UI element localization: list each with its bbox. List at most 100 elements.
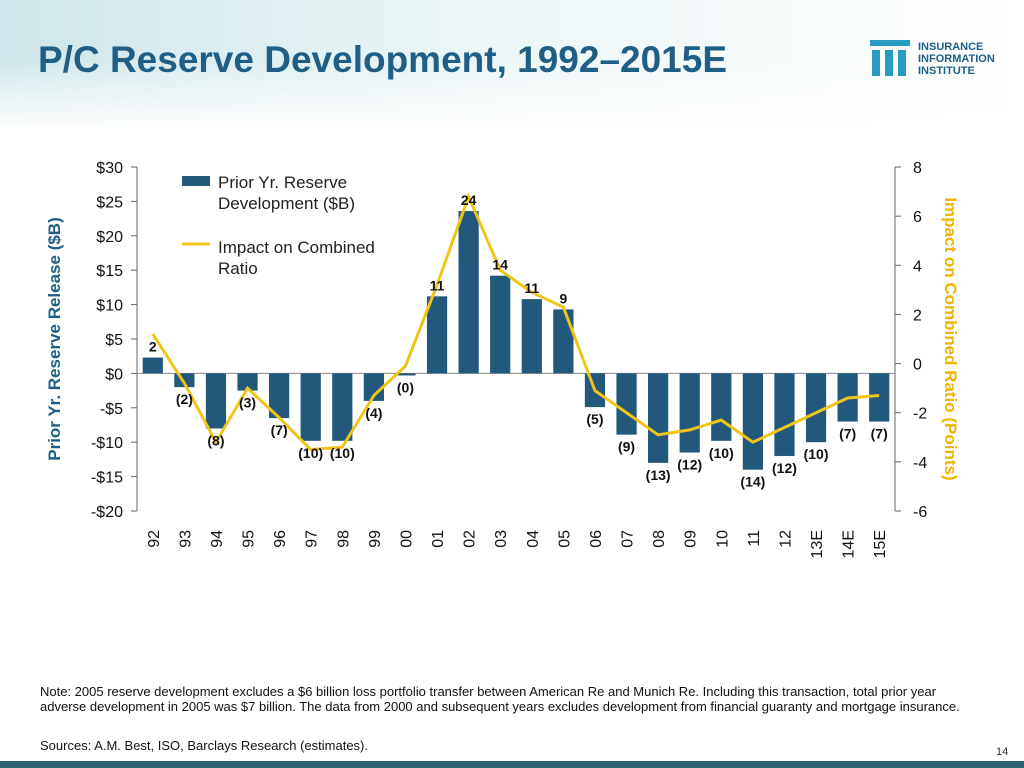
data-label: (3) (239, 395, 256, 411)
legend-label: Prior Yr. Reserve Development ($B) (218, 173, 356, 213)
data-label: (7) (271, 422, 288, 438)
y2-tick-label: -2 (913, 406, 927, 423)
bar (869, 373, 890, 422)
data-label: (2) (176, 391, 193, 407)
y-tick-label: -$20 (91, 504, 123, 521)
bar (426, 296, 448, 374)
y-tick-label: $5 (105, 332, 123, 349)
x-tick-label: 05 (556, 530, 573, 548)
data-label: (0) (397, 379, 414, 395)
bar (774, 373, 795, 456)
data-label: (10) (709, 445, 734, 461)
x-tick-label: 99 (367, 530, 384, 548)
footer-bar (0, 761, 1024, 768)
bar (458, 211, 479, 374)
y-tick-label: $25 (96, 194, 123, 211)
bar (711, 373, 732, 441)
data-label: 14 (492, 257, 508, 273)
bar (395, 373, 416, 376)
y2-tick-label: 6 (913, 209, 922, 226)
bar (742, 373, 763, 470)
logo-text: INFORMATION (918, 53, 995, 65)
y2-tick-label: 2 (913, 307, 922, 324)
y-tick-label: -$15 (91, 470, 123, 487)
y-tick-label: $20 (96, 229, 123, 246)
x-tick-label: 92 (146, 530, 163, 548)
data-label: 11 (430, 277, 445, 293)
y2-axis-label: Impact on Combined Ratio (Points) (941, 197, 960, 480)
x-tick-label: 06 (588, 530, 605, 548)
x-tick-label: 14E (841, 530, 858, 558)
x-tick-label: 95 (241, 530, 258, 548)
x-tick-label: 07 (620, 530, 637, 548)
x-tick-label: 03 (493, 530, 510, 548)
y2-tick-label: -6 (913, 504, 927, 521)
x-tick-label: 09 (683, 530, 700, 548)
sources: Sources: A.M. Best, ISO, Barclays Resear… (40, 738, 368, 753)
bar (521, 299, 542, 374)
x-tick-label: 96 (272, 530, 289, 548)
bar (805, 373, 827, 443)
y-tick-label: -$5 (100, 401, 123, 418)
y2-tick-label: -4 (913, 455, 927, 472)
x-tick-label: 04 (525, 530, 542, 548)
data-label: (4) (365, 405, 382, 421)
y2-tick-label: 0 (913, 357, 922, 374)
bar (616, 373, 637, 435)
x-tick-label: 15E (872, 530, 889, 558)
y-tick-label: $10 (96, 298, 123, 315)
logo-text: INSTITUTE (918, 65, 975, 77)
x-tick-label: 01 (430, 530, 447, 548)
y-tick-label: $0 (105, 366, 123, 383)
logo-text: INSURANCE (918, 41, 983, 53)
y2-tick-label: 8 (913, 160, 922, 177)
data-label: 24 (461, 192, 477, 208)
x-tick-label: 08 (651, 530, 668, 548)
bar (553, 309, 574, 374)
chart-title: P/C Reserve Development, 1992–2015E (38, 39, 727, 80)
x-tick-label: 12 (777, 530, 794, 548)
x-tick-label: 11 (746, 530, 763, 547)
data-label: (12) (772, 460, 797, 476)
note: Note: 2005 reserve development excludes … (40, 684, 960, 714)
data-label: 9 (559, 290, 567, 306)
x-tick-label: 00 (398, 530, 415, 548)
data-label: (7) (871, 426, 888, 442)
legend-label: Impact on Combined Ratio (218, 238, 375, 278)
data-label: 11 (524, 280, 539, 296)
data-label: (8) (207, 432, 224, 448)
x-tick-label: 98 (335, 530, 352, 548)
bar (269, 373, 290, 419)
bar (300, 373, 321, 441)
data-label: (7) (839, 426, 856, 442)
x-tick-label: 13E (809, 530, 826, 558)
bar (648, 373, 669, 463)
y2-tick-label: 4 (913, 258, 922, 275)
bar (332, 373, 353, 441)
data-label: (9) (618, 439, 635, 455)
x-tick-label: 02 (462, 530, 479, 548)
y-axis-label: Prior Yr. Reserve Release ($B) (45, 217, 64, 461)
data-label: (14) (740, 474, 765, 490)
bar (363, 373, 384, 401)
bar (490, 275, 511, 374)
page-number: 14 (996, 746, 1009, 758)
y-tick-label: $15 (96, 263, 123, 280)
data-label: (5) (586, 411, 603, 427)
logo-icon (870, 40, 910, 76)
data-label: (13) (646, 467, 671, 483)
legend-swatch (182, 176, 210, 186)
x-tick-label: 10 (714, 530, 731, 548)
y-tick-label: -$10 (91, 435, 123, 452)
line (151, 192, 880, 452)
bar (679, 373, 700, 453)
x-tick-label: 93 (177, 530, 194, 548)
x-tick-label: 94 (209, 530, 226, 548)
bar (205, 373, 227, 429)
data-label: 2 (149, 339, 157, 355)
y-tick-label: $30 (96, 160, 123, 177)
data-label: (10) (298, 445, 323, 461)
bar (142, 357, 163, 374)
